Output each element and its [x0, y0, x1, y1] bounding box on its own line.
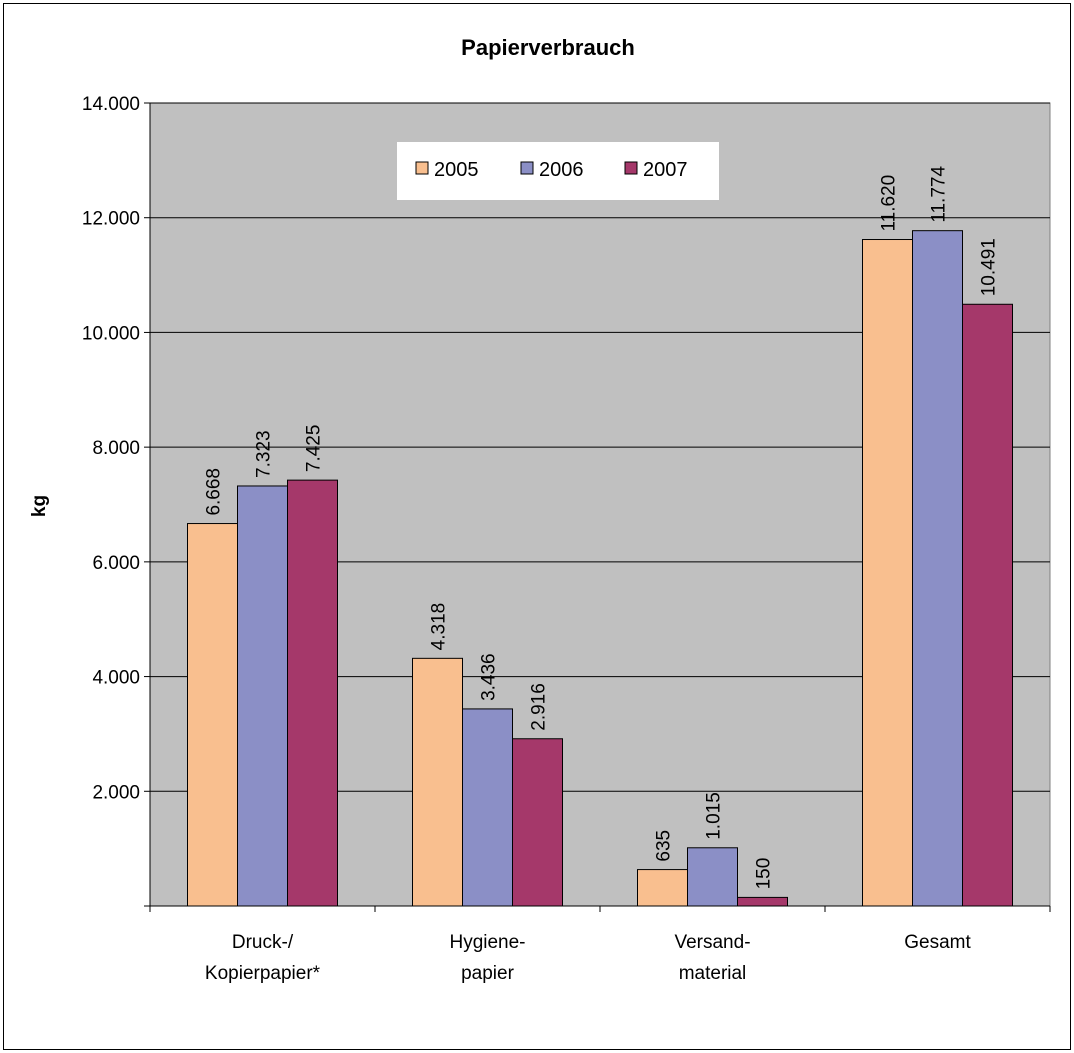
- x-tick-label: Gesamt: [904, 932, 971, 953]
- y-tick-label: 12.000: [82, 209, 140, 230]
- bar: [912, 230, 963, 907]
- data-label: 635: [654, 830, 675, 862]
- chart-title: Papierverbrauch: [461, 35, 635, 60]
- x-tick-label: Kopierpapier*: [205, 963, 321, 984]
- data-label: 6.668: [204, 468, 225, 516]
- bar: [287, 479, 338, 907]
- x-tick-label: papier: [461, 963, 514, 984]
- data-label: 150: [754, 858, 775, 890]
- data-label: 2.916: [529, 683, 550, 731]
- bar: [512, 738, 563, 907]
- bar: [187, 523, 238, 907]
- data-label: 10.491: [979, 238, 1000, 296]
- y-tick-label: 14.000: [82, 94, 140, 115]
- legend-label: 2006: [539, 159, 584, 181]
- y-tick-label: 2.000: [92, 782, 140, 803]
- data-label: 3.436: [479, 653, 500, 701]
- data-label: 1.015: [704, 792, 725, 840]
- data-label: 4.318: [429, 603, 450, 651]
- y-tick-label: 10.000: [82, 323, 140, 344]
- bar: [412, 657, 463, 907]
- bar: [737, 896, 788, 907]
- data-label: 11.774: [929, 166, 950, 223]
- x-tick-label: Hygiene-: [449, 932, 525, 953]
- data-label: 11.620: [879, 175, 900, 232]
- legend: [397, 142, 719, 200]
- y-axis-label: kg: [29, 495, 50, 517]
- legend-swatch: [520, 161, 534, 175]
- legend-swatch: [415, 161, 429, 175]
- y-tick-label: 6.000: [92, 553, 140, 574]
- bar: [687, 847, 738, 907]
- legend-label: 2007: [643, 159, 688, 181]
- bar: [962, 303, 1013, 907]
- data-label: 7.425: [304, 425, 325, 473]
- bar: [237, 485, 288, 907]
- x-tick-label: material: [679, 963, 747, 984]
- bar: [462, 708, 513, 907]
- legend-label: 2005: [434, 159, 479, 181]
- data-label: 7.323: [254, 430, 275, 478]
- bar: [862, 239, 913, 907]
- y-tick-label: 8.000: [92, 438, 140, 459]
- legend-swatch: [624, 161, 638, 175]
- bar: [637, 869, 688, 907]
- x-tick-label: Druck-/: [232, 932, 294, 953]
- y-tick-label: 4.000: [92, 668, 140, 689]
- x-tick-label: Versand-: [674, 932, 750, 953]
